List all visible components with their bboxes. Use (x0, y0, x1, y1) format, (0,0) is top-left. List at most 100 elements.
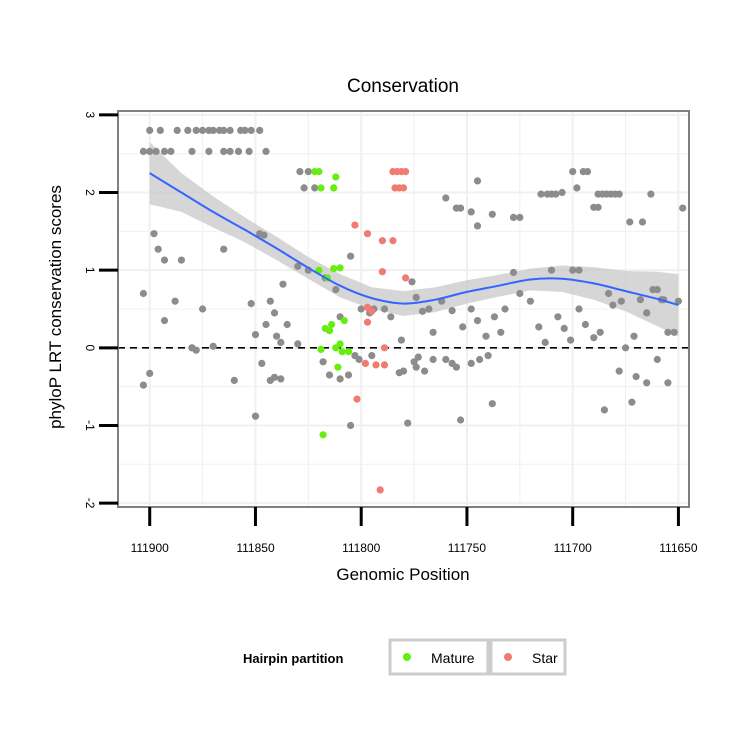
other-point (575, 266, 583, 274)
other-point (626, 218, 634, 226)
other-point (558, 188, 566, 197)
other-point (615, 190, 623, 198)
other-point (526, 297, 535, 305)
other-point (482, 332, 490, 340)
other-point (294, 262, 302, 270)
other-point (209, 342, 217, 350)
other-point (609, 301, 617, 309)
y-axis-title: phyloP LRT conservation scores (46, 185, 65, 429)
mature-point (330, 184, 338, 192)
other-point (547, 266, 556, 274)
x-tick-label: 111800 (342, 541, 381, 555)
star-point (380, 361, 389, 369)
y-tick-label: 2 (83, 189, 97, 196)
other-point (554, 313, 562, 321)
other-point (188, 344, 196, 352)
other-point (404, 419, 412, 427)
star-point (372, 361, 380, 369)
other-point (457, 416, 465, 424)
other-point (596, 328, 604, 336)
mature-point (334, 363, 342, 371)
other-point (630, 332, 638, 340)
legend-label-mature: Mature (431, 650, 475, 666)
x-tick-label: 111700 (554, 541, 593, 555)
star-point (389, 237, 397, 245)
other-point (452, 204, 460, 212)
other-point (488, 210, 496, 218)
mature-point (340, 317, 348, 325)
series-other (139, 126, 687, 430)
other-point (397, 336, 405, 344)
other-point (488, 400, 496, 408)
other-point (643, 379, 651, 387)
other-point (171, 297, 179, 305)
star-point (368, 307, 376, 315)
mature-point (344, 348, 353, 356)
other-point (552, 190, 560, 198)
other-point (199, 305, 207, 313)
other-point (473, 222, 482, 230)
other-point (410, 358, 418, 366)
x-tick-label: 111650 (659, 541, 698, 555)
other-point (270, 373, 279, 381)
series-star (351, 168, 410, 494)
other-point (173, 126, 181, 134)
other-point (670, 328, 678, 336)
other-point (605, 289, 613, 298)
other-point (473, 317, 482, 325)
other-point (516, 289, 524, 298)
other-point (146, 369, 154, 377)
other-point (567, 336, 575, 344)
x-axis-title: Genomic Position (336, 565, 469, 584)
other-point (459, 323, 467, 331)
other-point (497, 328, 505, 336)
other-point (473, 177, 482, 185)
other-point (600, 406, 609, 414)
star-point (378, 268, 386, 276)
y-tick-label: -2 (83, 498, 97, 509)
other-point (484, 352, 492, 360)
other-point (632, 373, 640, 381)
mature-point (319, 431, 327, 439)
other-point (256, 126, 264, 134)
other-point (332, 286, 340, 294)
other-point (387, 313, 395, 321)
other-point (251, 412, 260, 420)
other-point (139, 289, 147, 298)
other-point (573, 184, 581, 192)
other-point (664, 379, 672, 387)
other-point (199, 126, 207, 134)
other-point (220, 245, 228, 253)
other-point (160, 256, 169, 264)
mature-point (336, 264, 344, 272)
other-point (283, 320, 291, 329)
other-point (408, 278, 416, 286)
other-point (247, 300, 255, 308)
mature-point (332, 173, 340, 181)
other-point (501, 305, 509, 313)
other-point (234, 147, 243, 155)
x-tick-label: 111750 (448, 541, 487, 555)
star-point (363, 318, 372, 326)
mature-point (315, 168, 323, 176)
other-point (399, 367, 408, 375)
other-point (537, 190, 545, 198)
loess-curve (149, 172, 679, 307)
other-point (516, 213, 524, 221)
other-point (442, 194, 450, 202)
axes: -2 -1 0 1 2 3 111900 111850 111800 111750 111700 11… (83, 110, 698, 555)
other-point (560, 324, 568, 332)
other-point (262, 147, 270, 155)
other-point (643, 309, 651, 317)
other-point (325, 371, 334, 379)
other-point (467, 305, 475, 313)
other-point (664, 328, 672, 336)
other-point (452, 363, 460, 371)
mature-point (338, 348, 346, 356)
other-point (622, 344, 630, 352)
other-point (258, 359, 266, 367)
mature-point (330, 265, 338, 273)
other-point (347, 252, 355, 260)
other-point (541, 338, 549, 346)
mature-point (328, 320, 336, 329)
